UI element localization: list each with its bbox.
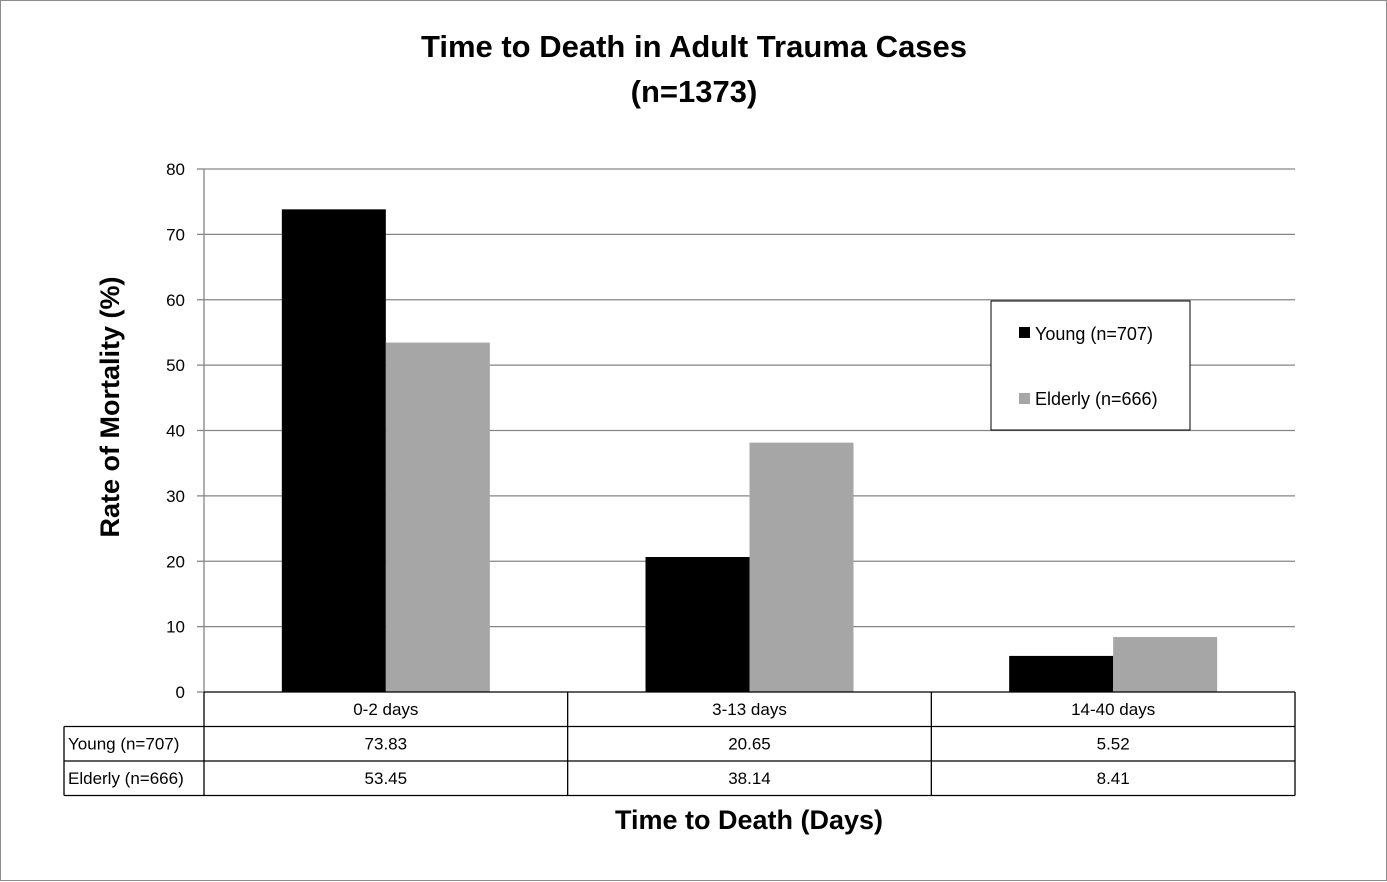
table-row-label: Young (n=707) [68,735,179,754]
y-tick-label: 0 [176,683,185,702]
legend-label-young: Young (n=707) [1035,324,1153,344]
legend-swatch-elderly [1019,393,1030,404]
legend-label-elderly: Elderly (n=666) [1035,389,1158,409]
bar-elderly-0 [385,342,490,692]
data-label: 38.14 [728,769,771,788]
legend-box [990,300,1191,431]
chart-title-line-1: Time to Death in Adult Trauma Cases [421,29,967,64]
axes: 0 10 20 30 40 50 60 70 80 [166,160,205,702]
y-tick-label: 80 [166,160,185,179]
y-tick-label: 20 [166,552,185,571]
bar-elderly-1 [749,442,854,692]
chart-title-line-2: (n=1373) [631,74,758,109]
bars [281,209,1218,693]
x-category-label: 3-13 days [712,700,787,719]
data-label: 73.83 [365,735,408,754]
y-axis-title: Rate of Mortality (%) [95,276,125,537]
y-tick-label: 10 [166,618,185,637]
table-row-label: Elderly (n=666) [68,769,184,788]
x-axis-title: Time to Death (Days) [615,805,883,835]
bar-elderly-2 [1113,637,1218,692]
y-tick-label: 70 [166,225,185,244]
bar-young-2 [1009,655,1114,692]
y-tick-label: 50 [166,356,185,375]
legend-swatch-young [1019,327,1030,338]
data-label: 20.65 [728,735,771,754]
x-category-label: 0-2 days [353,700,418,719]
legend: Young (n=707) Elderly (n=666) [990,300,1191,431]
data-table: 0-2 days 3-13 days 14-40 days Young (n=707)… [63,691,1296,797]
y-tick-label: 40 [166,422,185,441]
bar-young-1 [645,557,750,692]
data-label: 8.41 [1097,769,1130,788]
x-category-label: 14-40 days [1071,700,1155,719]
data-label: 5.52 [1097,735,1130,754]
y-tick-label: 30 [166,487,185,506]
bar-young-0 [281,209,386,693]
y-tick-label: 60 [166,291,185,310]
data-label: 53.45 [365,769,408,788]
